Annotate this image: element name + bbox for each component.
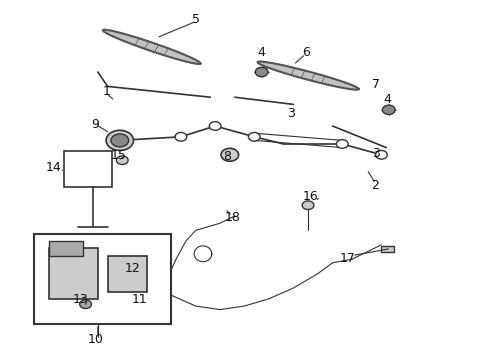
- Text: 1: 1: [102, 85, 110, 98]
- Bar: [63, 151, 112, 187]
- Text: 13: 13: [73, 293, 88, 306]
- Bar: [381, 246, 393, 252]
- Circle shape: [116, 156, 128, 165]
- Text: 3: 3: [286, 107, 294, 120]
- Circle shape: [209, 122, 221, 130]
- Bar: [34, 234, 171, 324]
- Bar: [49, 241, 83, 256]
- Text: 6: 6: [301, 46, 309, 59]
- Circle shape: [111, 134, 128, 147]
- Text: 9: 9: [91, 118, 99, 131]
- Text: 5: 5: [191, 13, 199, 26]
- Circle shape: [80, 300, 91, 309]
- Text: 15: 15: [111, 149, 126, 162]
- Text: 16: 16: [302, 190, 318, 203]
- Text: 17: 17: [339, 252, 354, 265]
- Text: 2: 2: [371, 179, 379, 192]
- Circle shape: [106, 130, 133, 150]
- Circle shape: [248, 132, 260, 141]
- Text: 10: 10: [87, 333, 103, 346]
- Circle shape: [375, 150, 386, 159]
- Text: 8: 8: [223, 150, 231, 163]
- Circle shape: [255, 67, 267, 77]
- Bar: [107, 256, 146, 292]
- Circle shape: [336, 140, 347, 148]
- Text: 12: 12: [125, 262, 141, 275]
- Circle shape: [175, 132, 186, 141]
- Text: 4: 4: [257, 46, 265, 59]
- Text: 4: 4: [383, 93, 391, 105]
- Polygon shape: [257, 62, 358, 90]
- Text: 3: 3: [371, 147, 379, 159]
- Circle shape: [302, 201, 313, 210]
- Bar: [49, 248, 98, 299]
- Text: 18: 18: [224, 211, 240, 224]
- Circle shape: [221, 148, 238, 161]
- Text: 7: 7: [371, 78, 379, 91]
- Polygon shape: [102, 30, 200, 64]
- Text: 14: 14: [46, 161, 61, 174]
- Circle shape: [382, 105, 394, 114]
- Text: 11: 11: [131, 293, 147, 306]
